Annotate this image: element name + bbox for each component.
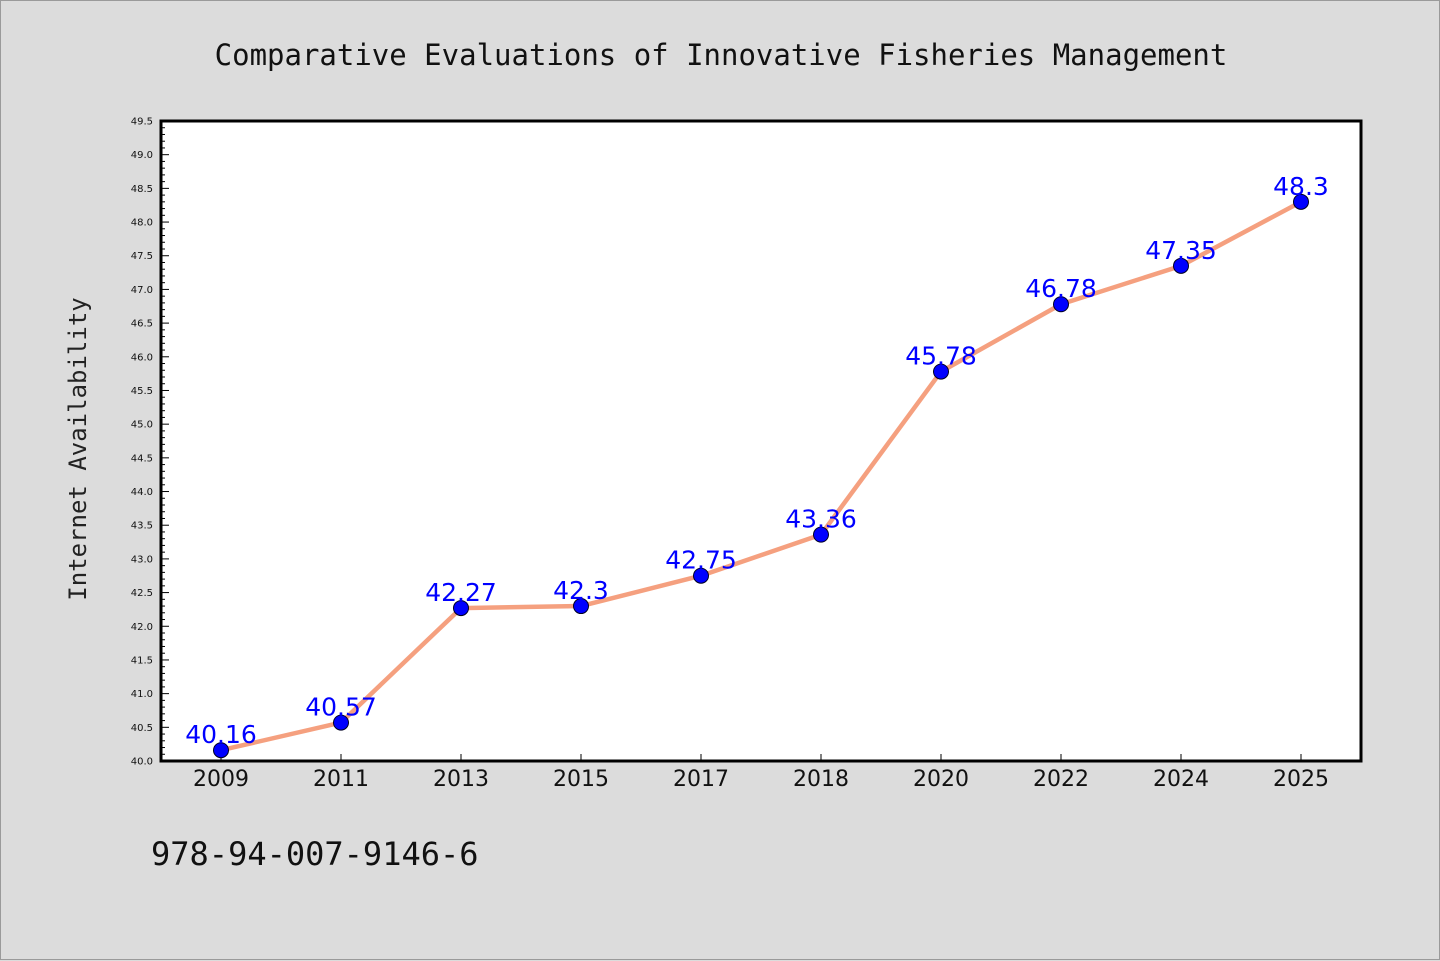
- data-point: [573, 598, 589, 615]
- x-tick-label: 2017: [673, 767, 729, 792]
- data-point: [1053, 296, 1069, 313]
- data-label: 42.27: [425, 578, 497, 607]
- data-label: 42.3: [553, 576, 609, 605]
- x-tick-label: 2022: [1033, 767, 1089, 792]
- x-tick-label: 2009: [193, 767, 249, 792]
- y-tick-label: 45.5: [131, 386, 153, 397]
- x-tick-label: 2015: [553, 767, 609, 792]
- y-tick-label: 44.0: [131, 487, 153, 498]
- x-tick-label: 2024: [1153, 767, 1209, 792]
- data-label: 46.78: [1025, 274, 1097, 303]
- x-tick-label: 2013: [433, 767, 489, 792]
- data-point: [1173, 257, 1189, 274]
- data-point: [1293, 193, 1309, 210]
- y-tick-label: 49.0: [131, 150, 153, 161]
- y-tick-label: 47.0: [131, 285, 153, 296]
- series-layer: 40.16 40.57 42.27 42.3 42.75 43.36 45.78 46.78 4…: [185, 172, 1329, 759]
- data-label: 40.57: [305, 693, 377, 722]
- y-tick-label: 46.0: [131, 352, 153, 363]
- y-tick-label: 43.0: [131, 554, 153, 565]
- data-label: 48.3: [1273, 172, 1329, 201]
- y-tick-label: 46.5: [131, 319, 153, 330]
- data-point: [453, 600, 469, 617]
- y-tick-label: 42.0: [131, 622, 153, 633]
- data-point: [333, 714, 349, 731]
- data-label: 40.16: [185, 720, 257, 749]
- y-axis-label: Internet Availability: [64, 297, 92, 600]
- chart-title: Comparative Evaluations of Innovative Fi…: [215, 38, 1228, 72]
- series-line: [218, 199, 1304, 753]
- data-point: [693, 567, 709, 584]
- y-tick-label: 40.5: [131, 723, 153, 734]
- x-tick-label: 2025: [1273, 767, 1329, 792]
- y-tick-label: 45.0: [131, 420, 153, 431]
- y-tick-label: 48.5: [131, 184, 153, 195]
- y-tick-label: 49.5: [131, 117, 153, 128]
- y-tick-label: 40.0: [131, 757, 153, 768]
- data-point: [813, 526, 829, 543]
- y-tick-label: 42.5: [131, 588, 153, 599]
- plot-area: [159, 119, 1363, 763]
- y-tick-label: 47.5: [131, 251, 153, 262]
- footer-code: 978-94-007-9146-6: [151, 835, 479, 873]
- data-label: 47.35: [1145, 236, 1217, 265]
- data-label: 43.36: [785, 505, 857, 534]
- y-tick-label: 43.5: [131, 521, 153, 532]
- y-tick-label: 48.0: [131, 218, 153, 229]
- data-label: 42.75: [665, 546, 737, 575]
- data-label: 45.78: [905, 342, 977, 371]
- y-axis-ticks: 40.0 40.5 41.0 41.5 42.0 42.5 43.0 43.5 44.0 44.5…: [131, 117, 169, 768]
- y-tick-label: 41.0: [131, 689, 153, 700]
- data-point: [933, 363, 949, 380]
- x-tick-label: 2011: [313, 767, 369, 792]
- y-tick-label: 44.5: [131, 453, 153, 464]
- y-tick-label: 41.5: [131, 655, 153, 666]
- data-point: [213, 742, 229, 759]
- x-tick-label: 2020: [913, 767, 969, 792]
- x-tick-label: 2018: [793, 767, 849, 792]
- x-axis-ticks: 2009 2011 2013 2015 2017 2018 2020 2022 2024 2025: [193, 754, 1329, 792]
